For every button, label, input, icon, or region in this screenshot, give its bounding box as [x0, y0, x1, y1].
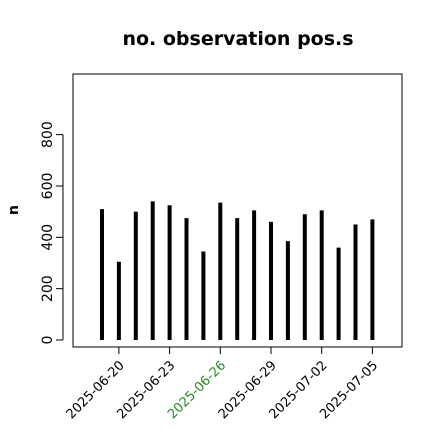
y-tick-label: 400	[40, 224, 56, 251]
y-axis: 0 200 400 600 800	[40, 121, 64, 345]
y-axis-label: n	[6, 205, 22, 215]
y-tick-label: 0	[40, 336, 56, 345]
chart-title: no. observation pos.s	[122, 28, 353, 50]
x-axis: 2025-06-202025-06-232025-06-262025-06-29…	[64, 346, 381, 422]
y-tick-label: 200	[40, 275, 56, 302]
y-tick-label: 800	[40, 121, 56, 148]
bars	[100, 201, 375, 340]
y-tick-label: 600	[40, 173, 56, 200]
